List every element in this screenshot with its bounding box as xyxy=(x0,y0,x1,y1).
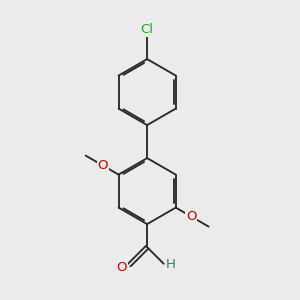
Text: H: H xyxy=(166,258,176,271)
Text: Cl: Cl xyxy=(141,23,154,36)
Text: O: O xyxy=(98,159,108,172)
Text: O: O xyxy=(116,262,127,275)
Text: O: O xyxy=(186,210,197,223)
